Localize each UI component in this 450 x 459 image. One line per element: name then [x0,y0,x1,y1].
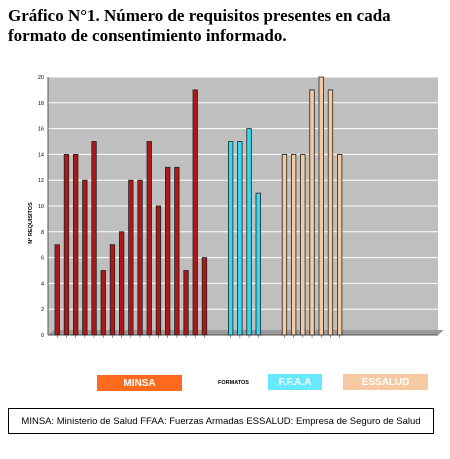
chart-title: Gráfico N°1. Número de requisitos presen… [8,6,391,45]
y-tick-label: 0 [41,333,44,339]
bar-essalud-7 [336,154,343,336]
bar-essalud-6 [327,89,334,336]
y-tick-label: 12 [38,178,44,184]
bar-minsa-5 [91,141,97,336]
footer-text: MINSA: Ministerio de Salud FFAA: Fuerzas… [21,415,421,427]
bar-minsa-8 [119,231,125,336]
bar-essalud-3 [300,154,306,336]
x-axis-title: FORMATOS [218,380,249,386]
bar-chart: 0 2 4 6 8 10 12 14 16 18 20 [38,75,444,339]
bar-minsa-1 [54,244,60,336]
y-tick-label: 4 [41,281,44,287]
y-axis-title: N° REQUISITOS [27,202,34,244]
y-tick-label: 2 [41,307,44,313]
bar-minsa-7 [109,244,116,336]
bar-essalud-2 [290,154,297,336]
y-tick-label: 14 [38,152,44,158]
footer-legend: MINSA: Ministerio de Salud FFAA: Fuerzas… [8,408,434,434]
bar-minsa-4 [82,179,88,336]
y-tick-label: 18 [38,101,44,107]
bar-minsa-13 [164,166,171,336]
bar-minsa-15 [183,270,189,336]
legend-essalud: ESSALUD [343,374,428,390]
y-tick-label: 8 [41,230,44,236]
bar-minsa-10 [137,179,143,336]
legend-minsa: MINSA [97,375,182,391]
bar-minsa-17 [201,257,208,336]
legend-ffaa: F.F.A.A [268,374,322,390]
bar-minsa-6 [100,270,106,336]
bar-minsa-11 [146,141,152,336]
plot-floor [48,330,444,335]
bar-ffaa-1 [227,141,234,336]
bar-minsa-12 [155,205,162,336]
chart-area: 0 2 4 6 8 10 12 14 16 18 20 [0,62,450,392]
y-tick-label: 6 [41,256,44,262]
bar-minsa-9 [128,179,134,336]
bar-essalud-4 [309,89,315,336]
bar-ffaa-3 [246,128,252,336]
bar-minsa-16 [192,89,198,336]
y-tick-label: 10 [38,204,44,210]
y-tick-label: 20 [38,75,44,81]
bar-essalud-5 [318,76,324,336]
bar-minsa-2 [63,154,70,336]
bar-minsa-14 [174,166,180,336]
bar-essalud-1 [281,154,288,336]
bar-ffaa-2 [237,141,243,336]
bar-minsa-3 [73,154,79,336]
y-tick-label: 16 [38,127,44,133]
bar-ffaa-4 [255,192,261,336]
